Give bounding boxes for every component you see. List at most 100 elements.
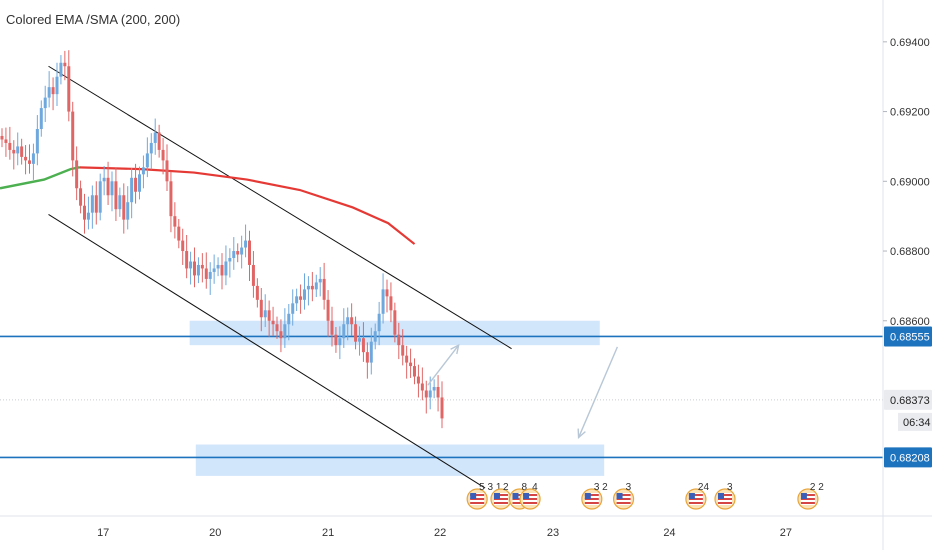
- candle-8: [31, 143, 35, 180]
- candle-body: [181, 240, 185, 252]
- flag-canton: [493, 493, 500, 499]
- zone-1: [195, 444, 605, 476]
- event-count: 3: [727, 482, 733, 493]
- candle-body: [86, 212, 90, 220]
- candle-body: [255, 285, 259, 300]
- ma-segment-below: [0, 166, 80, 190]
- candle-57: [224, 245, 228, 286]
- event-count: 2: [503, 482, 509, 493]
- candle-body: [90, 195, 94, 213]
- candle-7: [28, 144, 31, 174]
- candle-body: [428, 390, 432, 398]
- candle-body: [141, 167, 145, 175]
- candle-41: [161, 138, 165, 175]
- candle-body: [267, 310, 271, 321]
- flag-stripe: [800, 498, 815, 500]
- y-tick-label-2: 0.69000: [890, 176, 930, 188]
- candle-96: [377, 301, 381, 346]
- candle-body: [75, 160, 79, 189]
- flag-stripe: [512, 494, 527, 496]
- candle-111: [436, 375, 440, 412]
- candle-body: [263, 310, 267, 318]
- price-labels: 0.68555 0.68208 0.68373 06:34: [884, 326, 932, 468]
- candle-70: [275, 316, 279, 339]
- time-axis[interactable]: 17 20 21 22 23 24 27: [97, 527, 792, 539]
- flag-stripe: [584, 502, 599, 504]
- candle-85: [334, 327, 338, 353]
- x-tick-label-5: 24: [663, 527, 675, 539]
- candle-body: [55, 76, 59, 95]
- event-count: 24: [698, 482, 710, 493]
- candle-97: [381, 273, 385, 324]
- candle-77: [303, 273, 306, 310]
- candle-88: [346, 307, 350, 341]
- candle-body: [130, 177, 134, 203]
- flag-stripe: [584, 494, 599, 496]
- candle-body: [306, 285, 310, 290]
- flag-stripe: [584, 498, 599, 500]
- event-flag-1[interactable]: 2: [490, 482, 512, 510]
- candle-18: [71, 101, 75, 177]
- candle-17: [67, 50, 71, 122]
- candle-body: [189, 261, 193, 269]
- candle-body: [377, 313, 381, 332]
- candle-body: [63, 62, 67, 67]
- candle-34: [134, 163, 138, 204]
- flag-stripe: [523, 498, 538, 500]
- event-count: 4: [532, 482, 538, 493]
- projection-arrow-0: [427, 343, 460, 386]
- event-flag-3[interactable]: 4: [519, 482, 541, 510]
- candle-95: [373, 323, 377, 350]
- candle-body: [275, 324, 279, 332]
- event-flag-0[interactable]: 5 3 1: [466, 482, 502, 510]
- event-flag-8[interactable]: 2 2: [797, 482, 824, 510]
- candle-99: [389, 282, 393, 323]
- candle-body: [432, 387, 436, 391]
- candle-body: [381, 289, 385, 314]
- candle-body: [342, 324, 346, 339]
- candle-body: [248, 240, 251, 265]
- candle-body: [0, 135, 4, 140]
- candle-body: [118, 195, 122, 210]
- indicator-title[interactable]: Colored EMA /SMA (200, 200): [6, 12, 181, 27]
- candle-19: [75, 146, 79, 201]
- candle-103: [405, 345, 409, 379]
- candle-71: [279, 319, 283, 353]
- candle-72: [283, 308, 287, 348]
- candle-body: [169, 181, 173, 217]
- candle-body: [204, 268, 208, 279]
- candle-body: [67, 66, 71, 112]
- candle-80: [314, 274, 318, 298]
- candle-body: [322, 278, 326, 300]
- candle-body: [299, 296, 303, 300]
- candle-106: [416, 364, 420, 398]
- candle-59: [232, 237, 236, 270]
- candle-6: [24, 145, 28, 175]
- candle-body: [358, 338, 361, 342]
- price-axis[interactable]: 0.69400 0.69200 0.69000 0.68800 0.68600: [883, 37, 930, 328]
- event-flag-6[interactable]: 24: [685, 482, 710, 510]
- candle-73: [287, 304, 291, 341]
- flag-stripe: [470, 502, 485, 504]
- candle-3: [12, 140, 16, 170]
- channel-upper-line: [48, 65, 512, 350]
- candle-body: [440, 397, 444, 419]
- event-flag-4[interactable]: 3 2: [581, 482, 608, 510]
- candle-21: [83, 193, 86, 234]
- candle-body: [413, 366, 416, 377]
- flag-stripe: [512, 502, 527, 504]
- candle-body: [291, 303, 295, 314]
- y-tick-label-1: 0.69200: [890, 107, 930, 119]
- level-tag-lower: 0.68208: [884, 447, 932, 468]
- candle-body: [424, 390, 428, 398]
- x-tick-label-0: 17: [97, 527, 109, 539]
- candle-67: [263, 294, 267, 328]
- candle-body: [43, 97, 47, 109]
- candle-body: [373, 331, 377, 342]
- flag-stripe: [718, 498, 733, 500]
- event-flag-7[interactable]: 3: [714, 482, 736, 510]
- event-flag-5[interactable]: 3: [612, 482, 635, 510]
